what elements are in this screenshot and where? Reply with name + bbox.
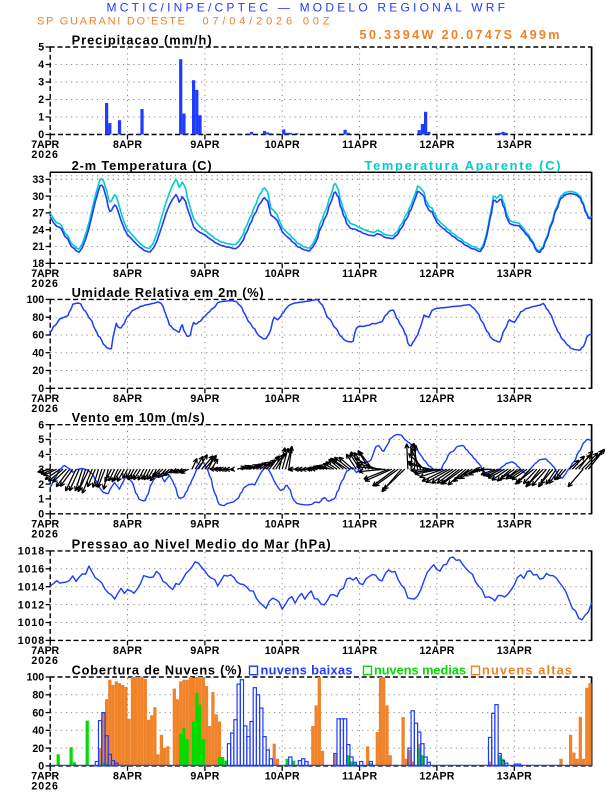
svg-text:0: 0 <box>38 509 44 521</box>
svg-text:1: 1 <box>38 494 44 506</box>
svg-text:1014: 1014 <box>18 581 45 593</box>
svg-text:2026: 2026 <box>31 278 58 290</box>
svg-text:Precipitacao (mm/h): Precipitacao (mm/h) <box>72 33 212 48</box>
svg-text:13APR: 13APR <box>497 518 532 530</box>
svg-text:12APR: 12APR <box>419 393 454 405</box>
svg-text:33: 33 <box>32 174 44 186</box>
svg-text:10APR: 10APR <box>265 645 300 657</box>
svg-text:60: 60 <box>32 330 44 342</box>
svg-text:2: 2 <box>38 94 44 106</box>
svg-text:12APR: 12APR <box>419 771 454 783</box>
svg-text:3: 3 <box>38 77 44 89</box>
svg-text:7APR: 7APR <box>31 645 59 657</box>
svg-text:8APR: 8APR <box>113 393 142 405</box>
svg-text:7APR: 7APR <box>31 139 59 151</box>
svg-text:1: 1 <box>38 112 44 124</box>
svg-text:8APR: 8APR <box>113 518 142 530</box>
svg-text:9APR: 9APR <box>190 645 219 657</box>
svg-text:7APR: 7APR <box>31 393 59 405</box>
svg-text:40: 40 <box>32 725 44 737</box>
svg-text:Pressao ao Nivel Medio do Mar: Pressao ao Nivel Medio do Mar (hPa) <box>72 536 331 551</box>
svg-text:12APR: 12APR <box>419 139 454 151</box>
svg-text:13APR: 13APR <box>497 645 532 657</box>
svg-text:13APR: 13APR <box>497 139 532 151</box>
svg-text:Temperatura Aparente (C): Temperatura Aparente (C) <box>365 158 561 173</box>
svg-text:Cobertura de Nuvens (%): Cobertura de Nuvens (%) <box>72 663 242 678</box>
svg-text:13APR: 13APR <box>497 771 532 783</box>
svg-text:nuvens altas: nuvens altas <box>482 663 572 678</box>
svg-text:5: 5 <box>38 42 44 54</box>
svg-text:4: 4 <box>38 449 44 461</box>
svg-text:40: 40 <box>32 347 44 359</box>
svg-text:10APR: 10APR <box>265 268 300 280</box>
svg-text:2026: 2026 <box>31 149 58 161</box>
svg-text:11APR: 11APR <box>342 139 377 151</box>
svg-text:11APR: 11APR <box>342 645 377 657</box>
svg-text:0: 0 <box>38 129 44 141</box>
svg-text:21: 21 <box>32 241 44 253</box>
svg-text:1010: 1010 <box>18 617 45 629</box>
svg-text:24: 24 <box>32 224 44 236</box>
svg-text:11APR: 11APR <box>342 518 377 530</box>
svg-text:10APR: 10APR <box>265 771 300 783</box>
svg-text:7APR: 7APR <box>31 268 59 280</box>
svg-text:9APR: 9APR <box>190 268 219 280</box>
svg-text:1012: 1012 <box>18 599 45 611</box>
svg-text:2026: 2026 <box>31 403 58 415</box>
svg-text:4: 4 <box>38 59 44 71</box>
svg-text:18: 18 <box>32 258 44 270</box>
svg-text:11APR: 11APR <box>342 268 377 280</box>
svg-text:9APR: 9APR <box>190 518 219 530</box>
svg-text:07/04/2026 00Z: 07/04/2026 00Z <box>203 16 330 28</box>
svg-text:60: 60 <box>32 707 44 719</box>
svg-text:30: 30 <box>32 191 44 203</box>
svg-text:50.3394W 20.0747S 499m: 50.3394W 20.0747S 499m <box>360 28 560 42</box>
svg-text:7APR: 7APR <box>31 771 59 783</box>
svg-text:2: 2 <box>38 479 44 491</box>
svg-text:2026: 2026 <box>31 781 58 792</box>
svg-text:9APR: 9APR <box>190 393 219 405</box>
svg-text:1016: 1016 <box>18 564 45 576</box>
svg-text:8APR: 8APR <box>113 268 142 280</box>
svg-text:9APR: 9APR <box>190 771 219 783</box>
svg-text:SP GUARANI DO’ESTE: SP GUARANI DO’ESTE <box>37 16 185 28</box>
svg-text:100: 100 <box>27 294 45 306</box>
svg-text:8APR: 8APR <box>113 771 142 783</box>
svg-text:13APR: 13APR <box>497 393 532 405</box>
svg-text:6: 6 <box>38 419 44 431</box>
svg-text:10APR: 10APR <box>265 139 300 151</box>
svg-text:0: 0 <box>38 383 44 395</box>
svg-text:8APR: 8APR <box>113 139 142 151</box>
svg-text:100: 100 <box>27 672 45 684</box>
svg-text:13APR: 13APR <box>497 268 532 280</box>
svg-text:9APR: 9APR <box>190 139 219 151</box>
svg-text:27: 27 <box>32 208 44 220</box>
svg-text:2-m Temperatura (C): 2-m Temperatura (C) <box>72 158 212 173</box>
svg-text:2026: 2026 <box>31 655 58 667</box>
svg-text:7APR: 7APR <box>31 518 59 530</box>
svg-text:Vento em 10m (m/s): Vento em 10m (m/s) <box>72 410 205 425</box>
svg-text:8APR: 8APR <box>113 645 142 657</box>
svg-text:1008: 1008 <box>18 635 45 647</box>
svg-text:20: 20 <box>32 365 44 377</box>
svg-text:nuvens baixas: nuvens baixas <box>261 663 353 678</box>
svg-text:20: 20 <box>32 743 44 755</box>
svg-text:MCTIC/INPE/CPTEC — MODELO REGI: MCTIC/INPE/CPTEC — MODELO REGIONAL WRF <box>107 1 506 15</box>
svg-text:0: 0 <box>38 761 44 773</box>
svg-text:2026: 2026 <box>31 528 58 540</box>
svg-text:5: 5 <box>38 434 44 446</box>
svg-text:11APR: 11APR <box>342 771 377 783</box>
svg-text:80: 80 <box>32 312 44 324</box>
svg-text:12APR: 12APR <box>419 645 454 657</box>
svg-text:11APR: 11APR <box>342 393 377 405</box>
svg-text:nuvens medias: nuvens medias <box>374 663 466 678</box>
svg-text:1018: 1018 <box>18 546 45 558</box>
svg-text:12APR: 12APR <box>419 518 454 530</box>
svg-text:10APR: 10APR <box>265 518 300 530</box>
svg-text:12APR: 12APR <box>419 268 454 280</box>
svg-text:10APR: 10APR <box>265 393 300 405</box>
svg-text:Umidade Relativa em 2m (%): Umidade Relativa em 2m (%) <box>72 285 264 300</box>
svg-text:80: 80 <box>32 690 44 702</box>
